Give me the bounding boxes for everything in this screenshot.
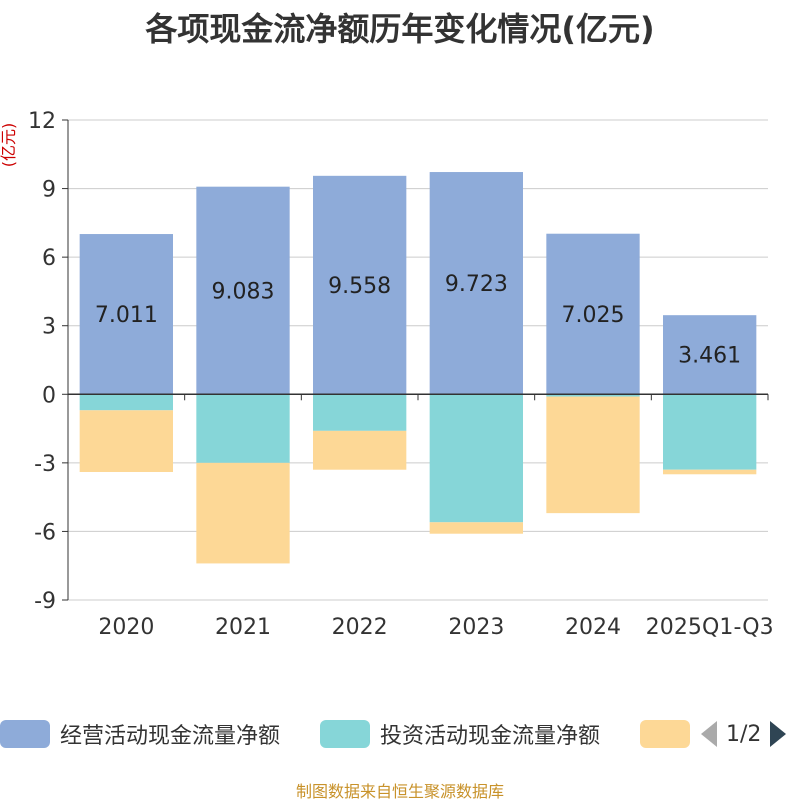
axes: -9 -6 -3 0 3 6 9 12 (亿元) 2020 2021 2022 2023 2024 2025…	[0, 109, 774, 640]
bar-investing[interactable]	[196, 394, 290, 463]
footer-source: 制图数据来自恒生聚源数据库	[295, 782, 504, 801]
chart-title: 各项现金流净额历年变化情况(亿元)	[145, 10, 655, 48]
x-tick-label: 2024	[565, 615, 621, 640]
gridlines	[68, 119, 768, 601]
legend-swatch	[0, 720, 50, 748]
bar-investing[interactable]	[546, 394, 640, 397]
y-tick-label: -9	[34, 589, 56, 614]
legend-swatch	[320, 720, 370, 748]
y-axis-unit-label: (亿元)	[0, 123, 18, 168]
y-tick-label: 6	[42, 246, 56, 271]
y-tick-label: 9	[42, 178, 56, 203]
y-tick-label: 0	[42, 383, 56, 408]
x-tick-label: 2022	[332, 615, 388, 640]
triangle-right-icon[interactable]	[769, 720, 787, 748]
legend-swatch	[640, 720, 690, 748]
y-tick-label: 3	[42, 315, 56, 340]
legend-item-financing[interactable]	[640, 712, 690, 756]
bar-financing[interactable]	[196, 462, 290, 564]
bar-value-label: 7.025	[562, 303, 625, 328]
y-tick-label: -6	[34, 520, 56, 545]
legend-label: 投资活动现金流量净额	[380, 724, 601, 749]
bar-operating[interactable]	[546, 233, 640, 395]
bar-financing[interactable]	[79, 410, 173, 472]
bar-investing[interactable]	[429, 394, 523, 523]
bar-value-label: 9.083	[212, 279, 275, 304]
y-tick-label: 12	[28, 109, 56, 134]
chart-canvas: -9 -6 -3 0 3 6 9 12 (亿元) 2020 2021 2022 2023 2024 2025…	[0, 109, 774, 640]
legend-item-investing[interactable]: 投资活动现金流量净额	[320, 712, 600, 756]
bar-value-label: 3.461	[678, 344, 741, 369]
bar-financing[interactable]	[313, 430, 407, 470]
bar-operating[interactable]	[663, 315, 757, 395]
x-tick-label: 2021	[215, 615, 271, 640]
bar-financing[interactable]	[546, 396, 640, 514]
bar-investing[interactable]	[663, 394, 757, 470]
bar-value-label: 9.723	[445, 272, 508, 297]
x-tick-label: 2020	[98, 615, 154, 640]
x-tick-label: 2023	[448, 615, 504, 640]
legend: 经营活动现金流量净额 投资活动现金流量净额 1/2	[0, 712, 800, 756]
legend-item-operating[interactable]: 经营活动现金流量净额	[0, 712, 280, 756]
bar-financing[interactable]	[663, 469, 757, 475]
data-labels: 7.011 9.083 9.558 9.723 7.025 3.461	[95, 272, 741, 369]
bar-investing[interactable]	[313, 394, 407, 431]
legend-pager: 1/2	[700, 712, 787, 756]
x-tick-label: 2025Q1-Q3	[646, 615, 774, 640]
bar-value-label: 7.011	[95, 303, 158, 328]
bar-operating[interactable]	[196, 186, 290, 395]
bar-value-label: 9.558	[328, 274, 391, 299]
bar-investing[interactable]	[79, 394, 173, 411]
page-indicator: 1/2	[726, 721, 762, 747]
bar-operating[interactable]	[313, 175, 407, 395]
triangle-left-icon[interactable]	[700, 720, 718, 748]
bar-financing[interactable]	[429, 522, 523, 534]
y-tick-label: -3	[34, 452, 56, 477]
bar-operating[interactable]	[429, 172, 523, 395]
legend-label: 经营活动现金流量净额	[60, 724, 281, 749]
bar-operating[interactable]	[79, 234, 173, 395]
bars	[79, 172, 757, 564]
